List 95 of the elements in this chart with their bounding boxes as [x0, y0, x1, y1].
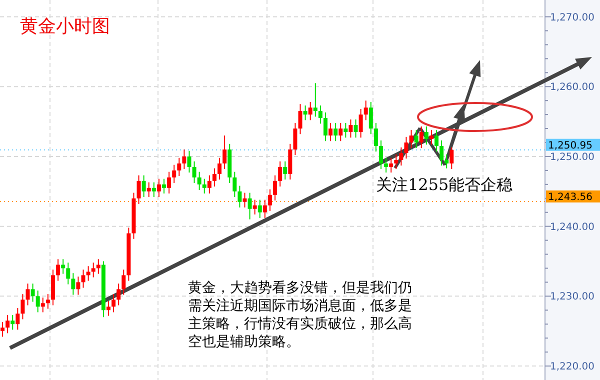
candlestick — [318, 104, 322, 124]
candlestick — [156, 178, 161, 198]
candlestick — [172, 164, 176, 184]
candlestick — [409, 129, 414, 149]
candlestick — [152, 182, 156, 198]
candlestick — [364, 100, 368, 121]
candlestick — [450, 146, 454, 170]
candlestick — [268, 188, 272, 212]
candlestick — [76, 276, 80, 296]
candlestick — [10, 314, 15, 330]
ref-line-label: 1,250.95 — [548, 140, 593, 152]
candlestick — [197, 171, 202, 190]
candlestick — [218, 157, 222, 180]
text: 黄金小时图 — [20, 16, 110, 37]
candlestick — [429, 129, 434, 146]
candlestick — [394, 154, 398, 170]
candlestick — [26, 283, 30, 306]
candlestick — [162, 178, 166, 194]
ref-line-label: 1,243.56 — [548, 192, 593, 203]
candlestick — [283, 160, 288, 180]
candlestick — [308, 101, 312, 121]
candlestick — [81, 269, 86, 288]
candlestick — [207, 174, 212, 194]
candlestick — [71, 272, 76, 296]
candlestick — [252, 199, 257, 215]
candlestick — [298, 104, 302, 135]
candlestick — [20, 294, 25, 320]
candlestick — [91, 262, 96, 278]
candlestick — [106, 300, 110, 316]
y-tick-label: 1,250.00 — [550, 152, 595, 163]
candlestick — [232, 171, 237, 198]
candlestick — [293, 122, 298, 156]
candlestick — [344, 122, 348, 138]
candlestick — [86, 266, 90, 282]
candlestick — [61, 258, 66, 274]
candlestick — [112, 294, 116, 313]
candlestick — [434, 129, 439, 152]
candlestick — [348, 118, 353, 138]
candlestick — [96, 258, 100, 274]
candlestick — [378, 140, 383, 170]
candlestick — [399, 146, 404, 166]
candlestick — [334, 122, 338, 142]
candlestick — [182, 148, 186, 170]
candlestick — [354, 118, 358, 138]
candlestick — [122, 269, 126, 296]
candlestick — [40, 297, 45, 313]
candlestick — [313, 82, 318, 118]
annotation: 黄金，大趋势看多没错，但是我们仍需关注近期国际市场消息面，低多是主策略，行情没有实质破位，那么高空也是辅助策略。 — [188, 280, 412, 350]
annotation: 关注1255能否企稳 — [376, 175, 513, 194]
candlestick — [6, 314, 10, 334]
candlestick — [323, 112, 328, 142]
candlestick — [419, 126, 424, 149]
candlestick — [16, 308, 20, 330]
y-tick-label: 1,260.00 — [550, 82, 595, 94]
y-tick-label: 1,270.00 — [550, 12, 595, 24]
candlestick — [258, 199, 262, 218]
candlestick — [46, 294, 50, 310]
y-tick-label: 1,220.00 — [550, 362, 595, 373]
candlestick — [328, 122, 333, 142]
candlestick — [36, 290, 40, 313]
candlestick — [146, 182, 151, 198]
candlestick — [278, 160, 282, 188]
candlestick — [66, 262, 70, 285]
candlestick — [222, 135, 227, 170]
y-tick-label: 1,230.00 — [550, 292, 595, 303]
candlestick — [368, 101, 373, 135]
candlestick — [273, 174, 278, 201]
candlestick — [142, 174, 146, 198]
candlestick — [177, 157, 182, 177]
candlestick — [338, 122, 343, 142]
candlestick — [187, 150, 192, 174]
y-tick-label: 1,240.00 — [550, 222, 595, 233]
candlestick — [30, 283, 35, 302]
candlestick — [384, 157, 388, 174]
candlestick — [136, 174, 141, 204]
candlestick — [238, 185, 242, 208]
candlestick — [303, 104, 308, 121]
candlestick — [424, 126, 428, 146]
candlestick — [374, 122, 378, 152]
candlestick — [262, 199, 267, 218]
candlestick — [440, 140, 444, 166]
candlestick — [167, 171, 172, 194]
candlestick — [56, 258, 60, 282]
candlestick — [212, 168, 216, 188]
candlestick — [358, 108, 363, 138]
candlestick — [444, 154, 449, 169]
candlestick — [389, 157, 394, 174]
candlestick — [192, 160, 196, 184]
candlestick — [202, 178, 206, 194]
candlestick — [404, 136, 408, 160]
candlestick — [0, 322, 5, 338]
candlestick — [242, 192, 247, 208]
candlestick — [414, 129, 418, 149]
candlestick — [116, 283, 121, 306]
candlestick — [248, 192, 252, 220]
